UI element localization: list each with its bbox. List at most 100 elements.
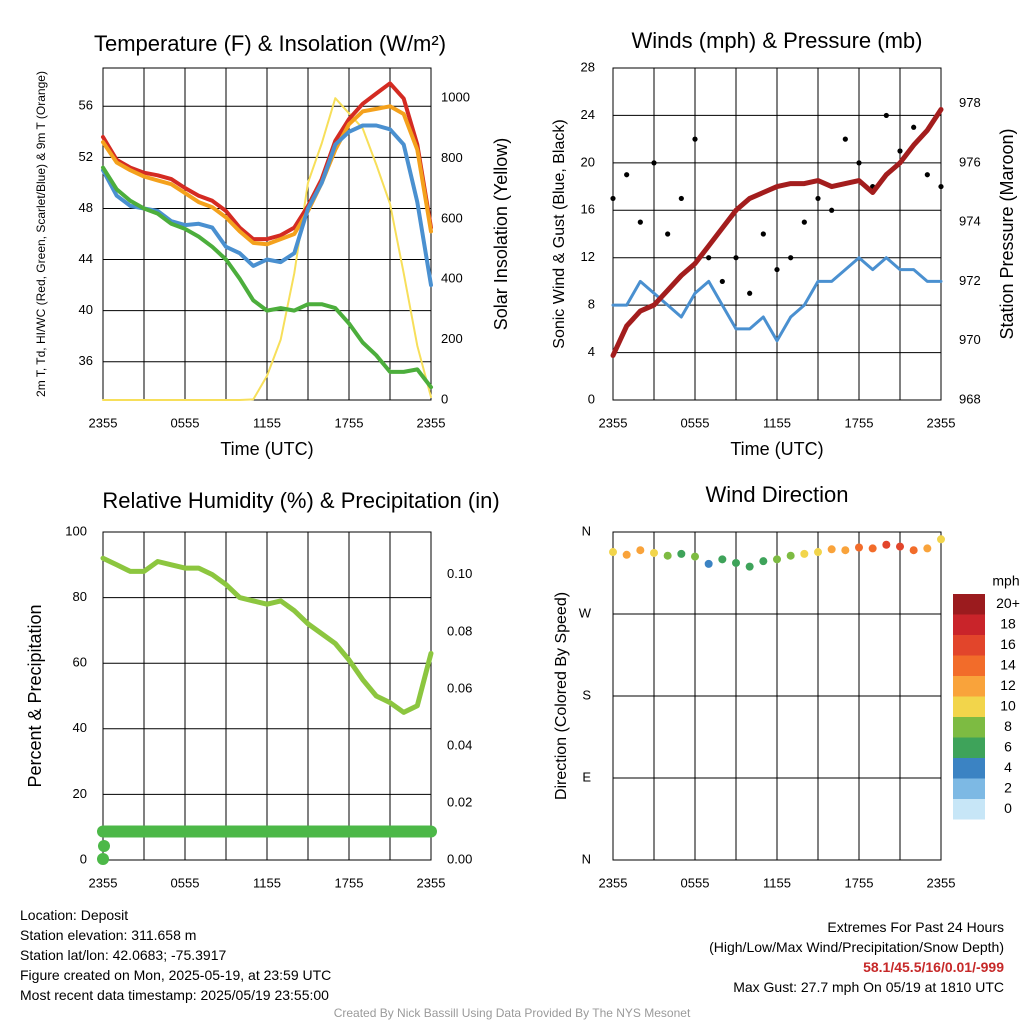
y-tick-label-left: 12 xyxy=(581,249,595,264)
y-axis-label: Direction (Colored By Speed) xyxy=(553,592,570,800)
y-tick-label-left: 80 xyxy=(73,589,87,604)
y-tick-label-left: 36 xyxy=(79,353,93,368)
y-tick-label-right: 0.04 xyxy=(447,737,472,752)
chart-title: Temperature (F) & Insolation (W/m²) xyxy=(94,31,446,56)
wind-direction-point xyxy=(814,548,822,557)
x-tick-label: 2355 xyxy=(927,875,956,890)
x-tick-label: 1155 xyxy=(253,875,281,890)
y-axis-label-left: Percent & Precipitation xyxy=(25,604,45,787)
y-tick-label-left: 40 xyxy=(79,302,93,317)
y-tick-label-right: 0.02 xyxy=(447,794,472,809)
y-tick-label: N xyxy=(582,851,591,866)
wind-gust-point xyxy=(883,112,889,119)
y-tick-label-right: 0.08 xyxy=(447,623,472,638)
wind-gust-point xyxy=(610,195,616,202)
relative-humidity-line xyxy=(100,555,434,715)
y-tick-label-right: 0 xyxy=(441,391,448,406)
y-tick-label-right: 978 xyxy=(959,95,981,110)
legend-swatch xyxy=(953,594,985,615)
x-tick-label: 0555 xyxy=(681,875,710,890)
legend-swatch xyxy=(953,635,985,656)
temperature-series-line-2 xyxy=(101,123,433,288)
wind-direction-point xyxy=(663,551,672,560)
legend-label: 4 xyxy=(1004,759,1012,775)
wind-direction-point xyxy=(745,562,754,571)
y-axis-label-right: Solar Insolation (Yellow) xyxy=(491,138,511,330)
y-axis-label-left: 2m T, Td, HI/WC (Red, Green, Scarlet/Blu… xyxy=(34,71,48,397)
y-axis-label-left: Sonic Wind & Gust (Blue, Black) xyxy=(551,119,568,348)
legend-label: 18 xyxy=(1000,615,1016,631)
x-tick-label: 2355 xyxy=(599,875,628,890)
y-tick-label-right: 1000 xyxy=(441,90,470,105)
legend-label: 16 xyxy=(1000,636,1016,652)
legend-swatch xyxy=(953,778,985,799)
extremes-summary: Extremes For Past 24 Hours (High/Low/Max… xyxy=(709,917,1004,997)
temperature-series-line-3 xyxy=(101,165,433,390)
precipitation-start-point xyxy=(97,853,109,865)
x-tick-label: 1755 xyxy=(335,875,364,890)
wind-gust-point xyxy=(842,136,848,142)
x-tick-label: 1155 xyxy=(763,415,791,430)
wind-gust-point xyxy=(706,255,712,261)
x-tick-label: 1155 xyxy=(253,415,281,430)
y-tick-label-left: 48 xyxy=(79,200,93,215)
extremes-title: Extremes For Past 24 Hours xyxy=(827,919,1004,935)
y-tick-label-left: 20 xyxy=(73,786,87,801)
legend-swatch xyxy=(953,696,985,717)
y-tick-label-right: 970 xyxy=(959,332,981,347)
legend-swatch xyxy=(953,799,985,820)
x-axis-label: Time (UTC) xyxy=(730,439,823,459)
station-pressure-line xyxy=(610,107,944,358)
chart-title: Relative Humidity (%) & Precipitation (i… xyxy=(102,488,499,513)
chart-title: Wind Direction xyxy=(705,482,848,507)
y-tick-label-right: 972 xyxy=(959,273,981,288)
sonic-wind-line xyxy=(611,256,943,343)
y-tick-label-right: 974 xyxy=(959,214,981,229)
x-tick-label: 2355 xyxy=(417,415,446,430)
y-tick-label-left: 0 xyxy=(80,851,87,866)
wind-direction-point xyxy=(691,552,699,561)
precipitation-start-point xyxy=(98,840,110,852)
x-tick-label: 0555 xyxy=(171,415,200,430)
wind-gust-point xyxy=(624,172,630,178)
wind-gust-point xyxy=(911,124,917,130)
y-tick-label-right: 0.06 xyxy=(447,680,472,695)
legend-label: 10 xyxy=(1000,697,1016,713)
y-tick-label-left: 28 xyxy=(581,59,595,74)
y-axis-label-right: Station Pressure (Maroon) xyxy=(997,128,1017,339)
x-tick-label: 2355 xyxy=(89,875,118,890)
max-gust: Max Gust: 27.7 mph On 05/19 at 1810 UTC xyxy=(733,979,1004,995)
wind-direction-point xyxy=(650,548,658,557)
legend-swatch xyxy=(953,758,985,779)
y-tick-label-left: 8 xyxy=(588,297,595,312)
wind-gust-point xyxy=(815,195,821,202)
y-tick-label-left: 40 xyxy=(73,720,87,735)
credit-line: Created By Nick Bassill Using Data Provi… xyxy=(333,1006,691,1020)
station-info: Location: Deposit Station elevation: 311… xyxy=(20,905,331,1005)
y-tick-label-left: 60 xyxy=(73,655,87,670)
legend-label: 14 xyxy=(1000,656,1016,672)
legend-swatch xyxy=(953,614,985,635)
wind-direction-point xyxy=(609,548,617,557)
x-axis-label: Time (UTC) xyxy=(220,439,313,459)
wind-direction-point xyxy=(677,549,686,558)
chart-title: Winds (mph) & Pressure (mb) xyxy=(632,28,923,53)
wind-direction-point xyxy=(800,549,809,558)
y-tick-label-right: 400 xyxy=(441,271,463,286)
wind-gust-point xyxy=(856,160,862,166)
wind-gust-point xyxy=(788,255,794,261)
legend-swatch xyxy=(953,676,985,697)
x-tick-label: 1755 xyxy=(845,415,874,430)
y-tick-label-left: 100 xyxy=(65,523,87,538)
y-tick-label-left: 0 xyxy=(588,391,595,406)
x-tick-label: 2355 xyxy=(89,415,118,430)
wind-gust-point xyxy=(719,278,725,285)
legend-swatch xyxy=(953,737,985,758)
extremes-subtitle: (High/Low/Max Wind/Precipitation/Snow De… xyxy=(709,939,1004,955)
wind-gust-point xyxy=(760,231,766,237)
y-tick-label: W xyxy=(579,605,592,620)
wind-gust-point xyxy=(678,195,684,202)
wind-direction-point xyxy=(896,542,904,551)
legend-label: 12 xyxy=(1000,677,1016,693)
